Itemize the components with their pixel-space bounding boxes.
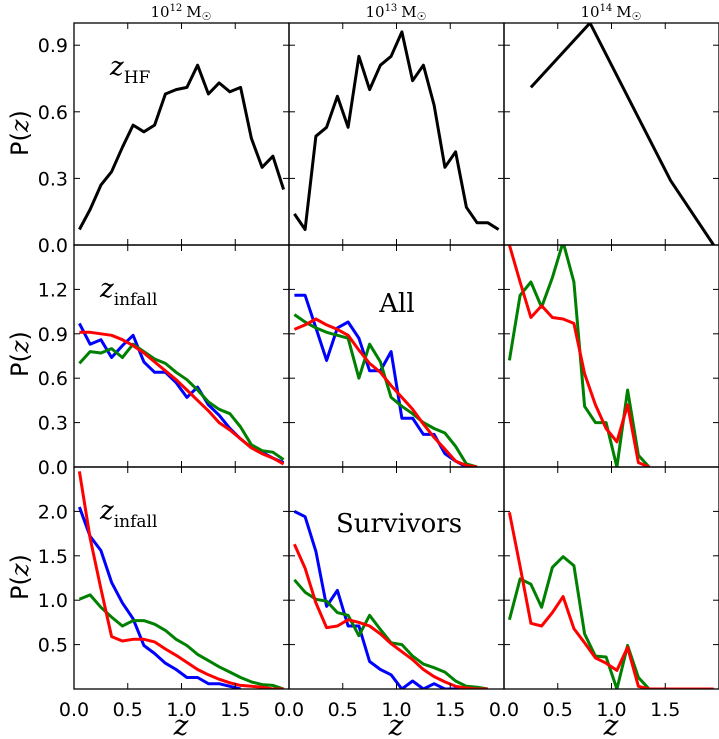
- xlabel-col-2: z: [388, 709, 404, 739]
- x-tick-label: 1.0: [166, 699, 196, 721]
- panel-frame: [288, 244, 505, 468]
- panel-r3-c2: 0.0 0.5 1.0 1.5: [274, 466, 505, 721]
- column-title-1e14: 1014 M☉: [580, 3, 641, 23]
- annotation-z-infall-row-2: zinfall: [99, 274, 157, 310]
- x-tick-label: 1.5: [650, 699, 680, 721]
- panel-frame: [503, 466, 719, 690]
- series-blue-line: [293, 510, 488, 689]
- series-green-line: [507, 555, 714, 689]
- series-red-line: [79, 330, 285, 466]
- xlabel-col-1: z: [173, 709, 189, 739]
- x-tick-label: 0.5: [543, 699, 573, 721]
- series-red-line: [507, 245, 650, 467]
- y-tick-label: 0.6: [38, 368, 68, 390]
- series-blue-line: [78, 322, 285, 464]
- panel-r2-c2: [288, 244, 505, 468]
- y-tick-label: 0.9: [38, 324, 68, 346]
- y-tick-label: 0.0: [38, 457, 68, 479]
- x-tick-label: 1.0: [381, 699, 411, 721]
- series-black-line: [529, 23, 715, 245]
- panel-r1-c3: [503, 22, 719, 246]
- x-tick-label: 0.0: [274, 699, 304, 721]
- x-tick-label: 0.5: [328, 699, 358, 721]
- panel-r1-c2: [288, 22, 505, 246]
- x-tick-label: 1.5: [435, 699, 465, 721]
- panel-frame: [73, 22, 290, 246]
- panels-layer: 0.00.30.60.90.00.30.60.91.20.0 0.5 1.0 1.50…: [38, 22, 719, 721]
- panel-frame: [288, 22, 505, 246]
- panel-r2-c3: [503, 244, 719, 468]
- labels-layer: 1012 M☉ 1013 M☉ 1014 M☉ P(z) P(z) P(z) z z …: [6, 3, 642, 739]
- y-tick-label: 1.2: [38, 279, 68, 301]
- xlabel-col-3: z: [603, 709, 619, 739]
- series-green-line: [78, 593, 285, 689]
- series-black-line: [293, 30, 500, 231]
- column-title-1e13: 1013 M☉: [365, 3, 426, 23]
- series-green-line: [78, 342, 285, 461]
- y-tick-label: 0.5: [38, 635, 68, 657]
- y-tick-label: 0.9: [38, 35, 68, 57]
- series-red-line: [77, 471, 284, 689]
- series-black-line: [78, 63, 286, 231]
- x-tick-label: 0.0: [489, 699, 519, 721]
- x-tick-label: 0.5: [113, 699, 143, 721]
- y-tick-label: 0.6: [38, 102, 68, 124]
- y-tick-label: 0.0: [38, 235, 68, 257]
- y-tick-label: 0.3: [38, 168, 68, 190]
- ylabel-row-3: P(z): [6, 554, 34, 600]
- ylabel-row-1: P(z): [6, 110, 34, 156]
- panel-r2-c1: 0.0 0.3 0.6 0.9 1.2: [38, 244, 290, 479]
- x-tick-label: 0.0: [59, 699, 89, 721]
- series-blue-line: [294, 293, 478, 467]
- panel-r1-c1: 0.0 0.3 0.6 0.9: [38, 22, 290, 257]
- series-red-line: [293, 543, 488, 689]
- series-red-line: [507, 512, 714, 689]
- panel-r3-c3: 0.0 0.5 1.0 1.5: [489, 466, 719, 721]
- annotation-z-infall-row-3: zinfall: [99, 496, 157, 532]
- annotation-z-hf: zHF: [109, 52, 151, 88]
- ylabel-row-2: P(z): [6, 331, 34, 377]
- y-tick-label: 1.5: [38, 546, 68, 568]
- x-tick-label: 1.5: [220, 699, 250, 721]
- panel-r3-c1: 0.0 0.5 1.0 1.5 0.5 1.0 1.5 2.0: [38, 466, 290, 721]
- series-red-line: [293, 317, 478, 467]
- x-tick-label: 1.0: [596, 699, 626, 721]
- y-tick-label: 2.0: [38, 501, 68, 523]
- panel-frame: [503, 22, 719, 246]
- column-title-1e12: 1012 M☉: [150, 3, 211, 23]
- series-blue-line: [77, 506, 241, 689]
- series-green-line: [293, 313, 478, 467]
- y-tick-label: 1.0: [38, 590, 68, 612]
- y-tick-label: 0.3: [38, 413, 68, 435]
- label-all: All: [378, 289, 414, 319]
- label-survivors: Survivors: [336, 509, 462, 539]
